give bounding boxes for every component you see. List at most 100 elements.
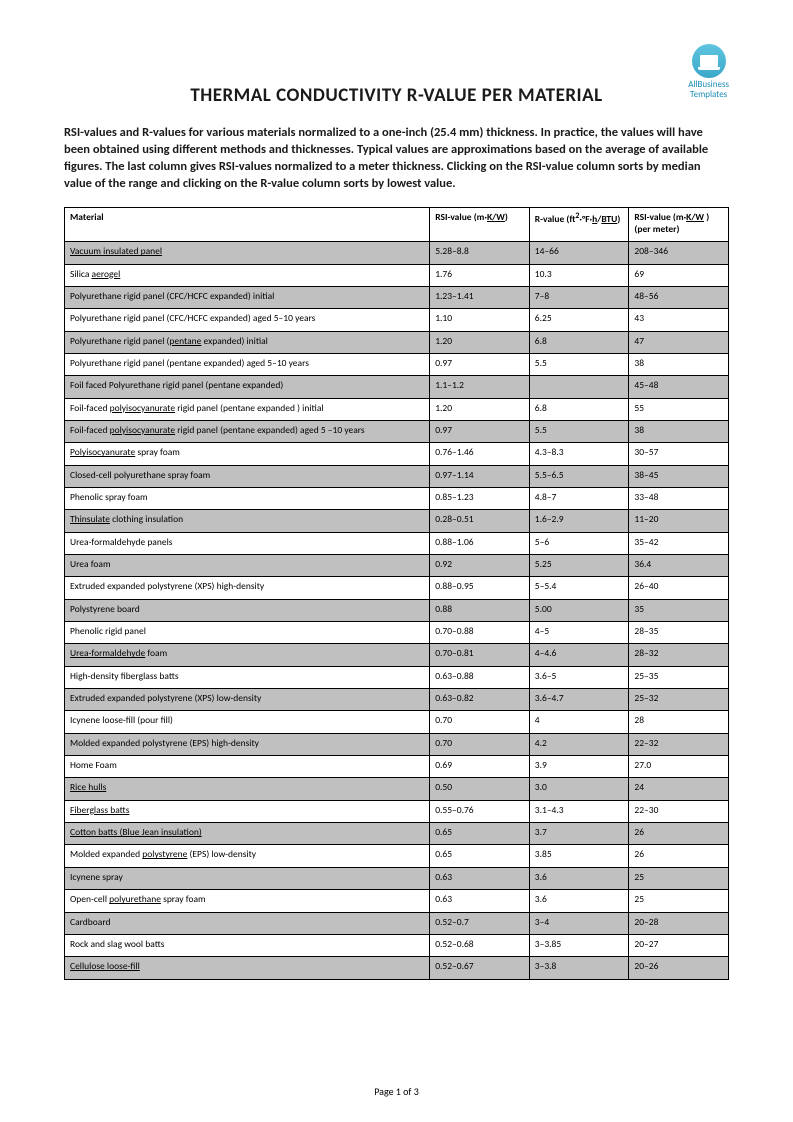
cell-rvalue: 4–4.6 — [529, 644, 629, 666]
table-row: Cardboard0.52–0.73–420–28 — [65, 912, 729, 934]
cell-rsi: 1.20 — [430, 398, 530, 420]
cell-rvalue: 4 — [529, 711, 629, 733]
table-row: Urea foam0.925.2536.4 — [65, 555, 729, 577]
table-row: Polystyrene board0.885.0035 — [65, 599, 729, 621]
cell-rsi: 0.88 — [430, 599, 530, 621]
cell-rvalue: 5–6 — [529, 532, 629, 554]
cell-rsi-meter: 38–45 — [629, 465, 729, 487]
materials-table: Material RSI-value (m·K/W) R-value (ft2·… — [64, 207, 729, 980]
cell-rsi: 0.28–0.51 — [430, 510, 530, 532]
cell-rsi: 0.52–0.7 — [430, 912, 530, 934]
cell-rsi-meter: 208–346 — [629, 242, 729, 264]
cell-rsi: 0.76–1.46 — [430, 443, 530, 465]
table-row: Icynene loose-fill (pour fill)0.70428 — [65, 711, 729, 733]
cell-rsi-meter: 38 — [629, 353, 729, 375]
cell-rvalue: 14–66 — [529, 242, 629, 264]
cell-rvalue: 5.00 — [529, 599, 629, 621]
cell-rsi-meter: 38 — [629, 420, 729, 442]
table-row: Home Foam0.693.927.0 — [65, 756, 729, 778]
cell-material: Polyisocyanurate spray foam — [65, 443, 430, 465]
cell-material: Icynene loose-fill (pour fill) — [65, 711, 430, 733]
cell-rsi-meter: 25–32 — [629, 689, 729, 711]
cell-rsi-meter: 20–27 — [629, 934, 729, 956]
cell-rsi: 0.52–0.68 — [430, 934, 530, 956]
cell-rsi: 0.88–0.95 — [430, 577, 530, 599]
table-row: Urea-formaldehyde foam0.70–0.814–4.628–3… — [65, 644, 729, 666]
cell-material: Polyurethane rigid panel (pentane expand… — [65, 353, 430, 375]
cell-material: Foil-faced polyisocyanurate rigid panel … — [65, 420, 430, 442]
cell-rvalue: 3.85 — [529, 845, 629, 867]
table-body: Vacuum insulated panel5.28–8.814–66208–3… — [65, 242, 729, 979]
table-row: Extruded expanded polystyrene (XPS) high… — [65, 577, 729, 599]
cell-rsi-meter: 43 — [629, 309, 729, 331]
cell-material: Molded expanded polystyrene (EPS) high-d… — [65, 733, 430, 755]
cell-rvalue — [529, 376, 629, 398]
cell-rvalue: 6.8 — [529, 398, 629, 420]
cell-rvalue: 3.6 — [529, 890, 629, 912]
cell-rvalue: 3.1–4.3 — [529, 800, 629, 822]
page-footer: Page 1 of 3 — [0, 1085, 793, 1098]
cell-material: Polyurethane rigid panel (CFC/HCFC expan… — [65, 286, 430, 308]
table-row: Foil faced Polyurethane rigid panel (pen… — [65, 376, 729, 398]
cell-material: Phenolic rigid panel — [65, 622, 430, 644]
col-rsi-meter[interactable]: RSI-value (m·K/W ) (per meter) — [629, 207, 729, 242]
cell-rvalue: 4.2 — [529, 733, 629, 755]
cell-material: Urea-formaldehyde panels — [65, 532, 430, 554]
table-row: Foil-faced polyisocyanurate rigid panel … — [65, 420, 729, 442]
cell-rvalue: 5.5 — [529, 353, 629, 375]
cell-rsi-meter: 28–32 — [629, 644, 729, 666]
cell-rsi: 5.28–8.8 — [430, 242, 530, 264]
cell-material: Rock and slag wool batts — [65, 934, 430, 956]
intro-paragraph: RSI-values and R-values for various mate… — [64, 125, 729, 193]
cell-rsi: 0.63–0.82 — [430, 689, 530, 711]
table-row: Urea-formaldehyde panels0.88–1.065–635–4… — [65, 532, 729, 554]
cell-material: Phenolic spray foam — [65, 487, 430, 509]
cell-rsi-meter: 55 — [629, 398, 729, 420]
cell-rsi: 0.92 — [430, 555, 530, 577]
table-row: Cotton batts (Blue Jean insulation)0.653… — [65, 823, 729, 845]
cell-rvalue: 3–3.85 — [529, 934, 629, 956]
brand-logo: AllBusiness Templates — [688, 44, 729, 100]
col-rvalue[interactable]: R-value (ft2·°F·h/BTU) — [529, 207, 629, 242]
table-row: Polyurethane rigid panel (pentane expand… — [65, 353, 729, 375]
cell-material: High-density fiberglass batts — [65, 666, 430, 688]
cell-rvalue: 3.7 — [529, 823, 629, 845]
cell-rsi: 1.1–1.2 — [430, 376, 530, 398]
cell-rsi-meter: 26–40 — [629, 577, 729, 599]
cell-rsi-meter: 26 — [629, 823, 729, 845]
table-row: Icynene spray0.633.625 — [65, 867, 729, 889]
table-row: Thinsulate clothing insulation0.28–0.511… — [65, 510, 729, 532]
col-material[interactable]: Material — [65, 207, 430, 242]
cell-material: Vacuum insulated panel — [65, 242, 430, 264]
cell-rvalue: 3.6–4.7 — [529, 689, 629, 711]
table-row: Polyurethane rigid panel (pentane expand… — [65, 331, 729, 353]
table-row: Rock and slag wool batts0.52–0.683–3.852… — [65, 934, 729, 956]
cell-rvalue: 3–4 — [529, 912, 629, 934]
cell-rvalue: 4.3–8.3 — [529, 443, 629, 465]
cell-material: Silica aerogel — [65, 264, 430, 286]
cell-rsi: 0.70–0.88 — [430, 622, 530, 644]
col-rsi[interactable]: RSI-value (m·K/W) — [430, 207, 530, 242]
cell-rsi-meter: 26 — [629, 845, 729, 867]
table-row: Phenolic rigid panel0.70–0.884–528–35 — [65, 622, 729, 644]
cell-rvalue: 5.5–6.5 — [529, 465, 629, 487]
cell-material: Cardboard — [65, 912, 430, 934]
cell-rsi: 0.55–0.76 — [430, 800, 530, 822]
cell-rsi-meter: 36.4 — [629, 555, 729, 577]
cell-rsi-meter: 35–42 — [629, 532, 729, 554]
cell-rsi-meter: 20–26 — [629, 957, 729, 979]
cell-rsi: 0.69 — [430, 756, 530, 778]
table-row: Closed-cell polyurethane spray foam0.97–… — [65, 465, 729, 487]
cell-material: Extruded expanded polystyrene (XPS) high… — [65, 577, 430, 599]
cell-rsi: 0.97 — [430, 420, 530, 442]
cell-rvalue: 4–5 — [529, 622, 629, 644]
cell-rvalue: 3.6–5 — [529, 666, 629, 688]
cell-material: Urea-formaldehyde foam — [65, 644, 430, 666]
table-row: Polyurethane rigid panel (CFC/HCFC expan… — [65, 286, 729, 308]
logo-text-2: Templates — [688, 90, 729, 100]
cell-rvalue: 3.9 — [529, 756, 629, 778]
cell-material: Closed-cell polyurethane spray foam — [65, 465, 430, 487]
cell-rvalue: 3.6 — [529, 867, 629, 889]
cell-rsi-meter: 22–32 — [629, 733, 729, 755]
cell-rvalue: 5.25 — [529, 555, 629, 577]
